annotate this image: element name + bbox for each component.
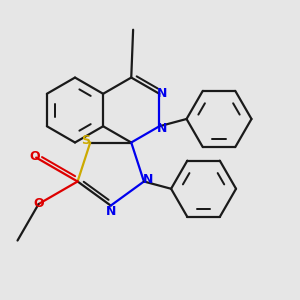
Text: O: O	[33, 197, 44, 210]
Text: O: O	[29, 150, 40, 163]
Text: N: N	[157, 87, 168, 100]
Text: N: N	[106, 205, 116, 218]
Text: N: N	[157, 122, 168, 135]
Text: S: S	[81, 134, 90, 147]
Text: N: N	[143, 173, 154, 186]
